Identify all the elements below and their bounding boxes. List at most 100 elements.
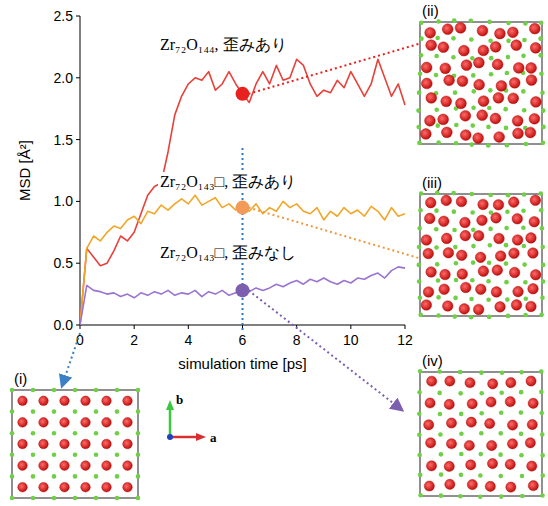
zr-atom	[470, 192, 475, 197]
series-label-group: Zr₇₂O₁₄₄, 歪みあり	[158, 35, 289, 54]
inset-label: (ii)	[422, 2, 439, 19]
y-tick	[76, 263, 80, 264]
o-atom	[457, 269, 468, 280]
o-atom	[460, 230, 471, 241]
o-atom	[60, 461, 70, 471]
o-atom	[420, 129, 431, 140]
zr-atom	[419, 36, 424, 41]
zr-atom	[471, 73, 476, 78]
o-atom	[475, 284, 486, 295]
zr-atom	[487, 20, 492, 25]
o-atom	[478, 96, 489, 107]
zr-atom	[540, 245, 545, 250]
zr-atom	[454, 278, 459, 283]
o-atom	[421, 78, 432, 89]
zr-atom	[488, 227, 493, 232]
zr-atom	[489, 72, 494, 77]
o-atom	[512, 115, 523, 126]
o-atom	[102, 418, 112, 428]
zr-atom	[486, 279, 491, 284]
zr-atom	[10, 453, 15, 458]
o-atom	[440, 63, 451, 74]
o-atom	[493, 92, 504, 103]
zr-atom	[540, 432, 545, 437]
y-tick-label: 1.0	[54, 193, 74, 209]
zr-atom	[520, 474, 525, 479]
zr-atom	[454, 261, 459, 266]
zr-atom	[436, 278, 441, 283]
o-atom	[60, 396, 70, 406]
inset-arrow	[62, 333, 80, 386]
o-atom	[102, 482, 112, 492]
o-atom	[505, 397, 515, 407]
o-atom	[528, 283, 539, 294]
zr-atom	[487, 315, 492, 320]
o-atom	[528, 248, 539, 259]
zr-atom	[539, 313, 544, 318]
zr-atom	[541, 108, 546, 113]
zr-atom	[479, 431, 484, 436]
zr-atom	[52, 431, 57, 436]
o-atom	[81, 482, 91, 492]
o-atom	[511, 300, 522, 311]
label-background	[158, 35, 289, 54]
o-atom	[18, 461, 28, 471]
o-atom	[465, 378, 475, 388]
zr-atom	[417, 245, 422, 250]
o-atom	[474, 57, 485, 68]
o-atom	[426, 40, 437, 51]
zr-atom	[470, 210, 475, 215]
o-atom	[526, 301, 537, 312]
zr-atom	[469, 297, 474, 302]
o-atom	[446, 439, 456, 449]
inset-frame	[420, 22, 542, 144]
o-atom	[425, 27, 436, 38]
zr-atom	[436, 295, 441, 300]
o-atom	[438, 114, 449, 125]
o-atom	[102, 396, 112, 406]
zr-atom	[52, 496, 57, 501]
o-atom	[440, 269, 451, 280]
o-atom	[455, 22, 466, 33]
zr-atom	[471, 228, 476, 233]
zr-atom	[52, 388, 57, 393]
axis-b-arrow	[169, 408, 172, 437]
zr-atom	[31, 388, 36, 393]
zr-atom	[73, 409, 78, 414]
o-atom	[488, 379, 498, 389]
zr-atom	[453, 90, 458, 95]
zr-atom	[94, 474, 99, 479]
zr-atom	[136, 474, 141, 479]
zr-atom	[73, 431, 78, 436]
inset-panel	[417, 369, 545, 499]
axis-a-head	[196, 433, 206, 441]
o-atom	[60, 482, 70, 492]
series-label: Zr₇₂O₁₄₃□, 歪みあり	[160, 173, 296, 190]
zr-atom	[478, 452, 483, 457]
o-atom	[444, 461, 454, 471]
marked-points	[236, 87, 250, 298]
o-atom	[102, 461, 112, 471]
o-atom	[444, 399, 454, 409]
o-atom	[421, 235, 432, 246]
zr-atom	[418, 493, 423, 498]
zr-atom	[439, 493, 444, 498]
zr-atom	[458, 370, 463, 375]
zr-atom	[479, 370, 484, 375]
y-tick	[76, 16, 80, 17]
o-atom	[460, 282, 471, 293]
zr-atom	[488, 38, 493, 43]
marked-point	[236, 87, 250, 101]
o-atom	[460, 130, 471, 141]
x-axis-title: simulation time [ps]	[178, 355, 306, 372]
zr-atom	[439, 472, 444, 477]
o-atom	[18, 396, 28, 406]
series-line	[80, 59, 405, 325]
o-atom	[123, 482, 133, 492]
zr-atom	[504, 126, 509, 131]
o-atom	[506, 378, 516, 388]
o-atom	[81, 396, 91, 406]
zr-atom	[452, 314, 457, 319]
zr-atom	[471, 260, 476, 265]
zr-atom	[434, 108, 439, 113]
